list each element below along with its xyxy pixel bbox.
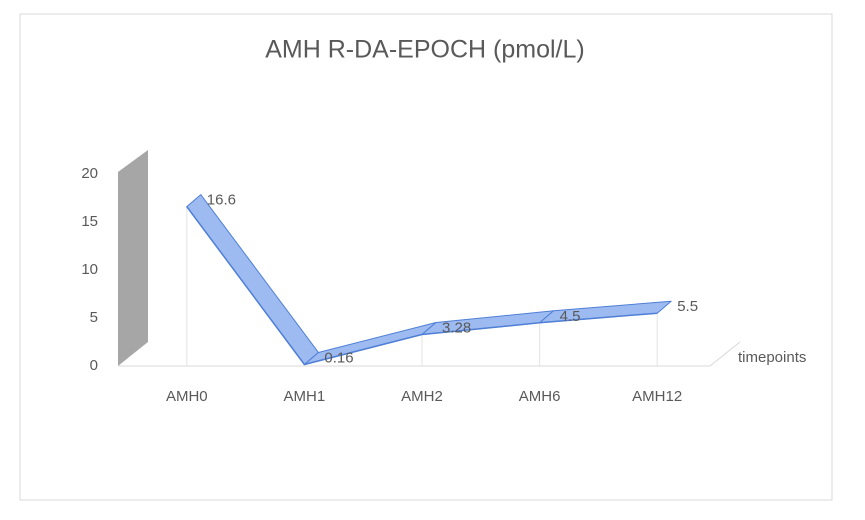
x-axis-label: timepoints [738, 349, 806, 366]
y-tick-label: 20 [81, 165, 98, 182]
y-tick-label: 0 [90, 357, 98, 374]
data-label: 16.6 [207, 192, 236, 209]
data-label: 0.16 [324, 349, 353, 366]
chart-title: AMH R-DA-EPOCH (pmol/L) [265, 36, 584, 64]
back-wall [118, 150, 148, 366]
x-tick-label: AMH2 [401, 388, 443, 405]
floor-side [709, 341, 741, 367]
y-tick-label: 15 [81, 213, 98, 230]
data-label: 3.28 [442, 319, 471, 336]
x-tick-label: AMH12 [632, 388, 682, 405]
y-tick-label: 5 [90, 309, 98, 326]
x-tick-label: AMH6 [519, 388, 561, 405]
data-label: 5.5 [677, 298, 698, 315]
x-tick-label: AMH0 [166, 388, 208, 405]
x-tick-label: AMH1 [284, 388, 326, 405]
line-front-edge [186, 206, 658, 366]
chart-frame [19, 13, 833, 501]
data-label: 4.5 [560, 308, 581, 325]
y-tick-label: 10 [81, 261, 98, 278]
